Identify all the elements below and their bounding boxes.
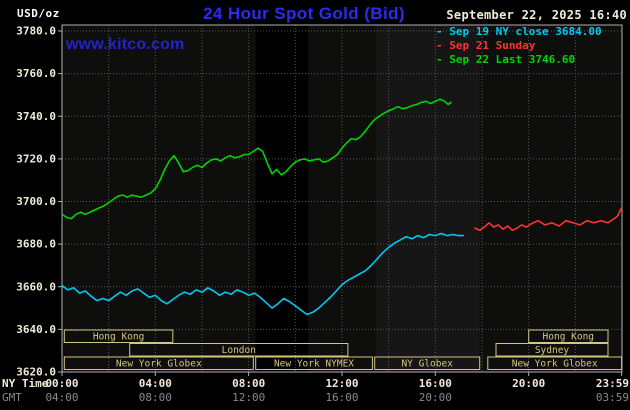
y-tick-label: 3640.0 bbox=[16, 323, 56, 336]
session-label: New York Globex bbox=[512, 359, 598, 370]
session-label: NY Globex bbox=[401, 359, 453, 370]
x-tick-label-ny: 04:00 bbox=[139, 377, 172, 390]
session-box bbox=[63, 329, 174, 343]
session-box bbox=[63, 356, 254, 370]
legend-label: Sep 21 Sunday bbox=[449, 39, 536, 52]
x-tick-label-ny: 20:00 bbox=[512, 377, 545, 390]
kitco-watermark-link[interactable]: www.kitco.com bbox=[66, 36, 185, 53]
legend-dash-icon: - bbox=[436, 53, 450, 66]
x-tick-label-gmt: 08:00 bbox=[139, 391, 172, 404]
session-shading-band bbox=[255, 25, 309, 372]
y-tick-label: 3760.0 bbox=[16, 67, 56, 80]
legend-label: Sep 22 Last 3746.60 bbox=[449, 53, 576, 66]
session-box bbox=[129, 343, 349, 357]
x-tick-label-gmt: 03:59 bbox=[596, 391, 629, 404]
y-tick-label: 3680.0 bbox=[16, 238, 56, 251]
series-line-sep-22 bbox=[61, 98, 452, 220]
page-title: 24 Hour Spot Gold (Bid) bbox=[203, 4, 405, 23]
y-tick-label: 3700.0 bbox=[16, 195, 56, 208]
session-box bbox=[374, 356, 481, 370]
x-tick-label-ny: 16:00 bbox=[419, 377, 452, 390]
session-box bbox=[528, 329, 609, 343]
x-tick-label-gmt: 16:00 bbox=[325, 391, 358, 404]
ny-time-axis-label: NY Time bbox=[2, 377, 49, 390]
session-label: London bbox=[222, 345, 256, 356]
units-label: USD/oz bbox=[17, 7, 60, 20]
y-tick-label: 3740.0 bbox=[16, 110, 56, 123]
session-box bbox=[255, 356, 373, 370]
x-tick-label-gmt: 12:00 bbox=[232, 391, 265, 404]
session-label: Hong Kong bbox=[543, 332, 594, 343]
series-line-sep-21-sunday bbox=[474, 207, 623, 232]
session-label: New York NYMEX bbox=[274, 359, 354, 370]
session-shading-band bbox=[375, 25, 480, 372]
legend-dash-icon: - bbox=[436, 39, 450, 52]
datetime-label: September 22, 2025 16:40 bbox=[446, 8, 627, 22]
legend-item: - Sep 22 Last 3746.60 bbox=[436, 53, 602, 67]
legend-item: - Sep 21 Sunday bbox=[436, 39, 602, 53]
legend-dash-icon: - bbox=[436, 25, 450, 38]
y-tick-label: 3660.0 bbox=[16, 280, 56, 293]
y-tick-label: 3720.0 bbox=[16, 152, 56, 165]
session-label: New York Globex bbox=[116, 359, 202, 370]
session-label: Sydney bbox=[535, 345, 570, 356]
session-label: Hong Kong bbox=[93, 332, 144, 343]
x-tick-label-ny: 08:00 bbox=[232, 377, 265, 390]
series-line-sep-19-ny-close bbox=[61, 232, 465, 316]
legend-label: Sep 19 NY close 3684.00 bbox=[449, 25, 602, 38]
x-tick-label-gmt: 20:00 bbox=[419, 391, 452, 404]
x-tick-label-ny: 12:00 bbox=[325, 377, 358, 390]
legend-item: - Sep 19 NY close 3684.00 bbox=[436, 25, 602, 39]
gmt-axis-label: GMT bbox=[2, 391, 22, 404]
y-tick-label: 3620.0 bbox=[16, 366, 56, 379]
x-tick-label-ny: 00:00 bbox=[45, 377, 78, 390]
x-tick-label-gmt: 04:00 bbox=[45, 391, 78, 404]
x-tick-label-ny: 23:59 bbox=[596, 377, 629, 390]
y-tick-label: 3780.0 bbox=[16, 25, 56, 38]
legend: - Sep 19 NY close 3684.00- Sep 21 Sunday… bbox=[436, 25, 602, 67]
session-box bbox=[487, 356, 623, 370]
session-box bbox=[495, 343, 609, 357]
